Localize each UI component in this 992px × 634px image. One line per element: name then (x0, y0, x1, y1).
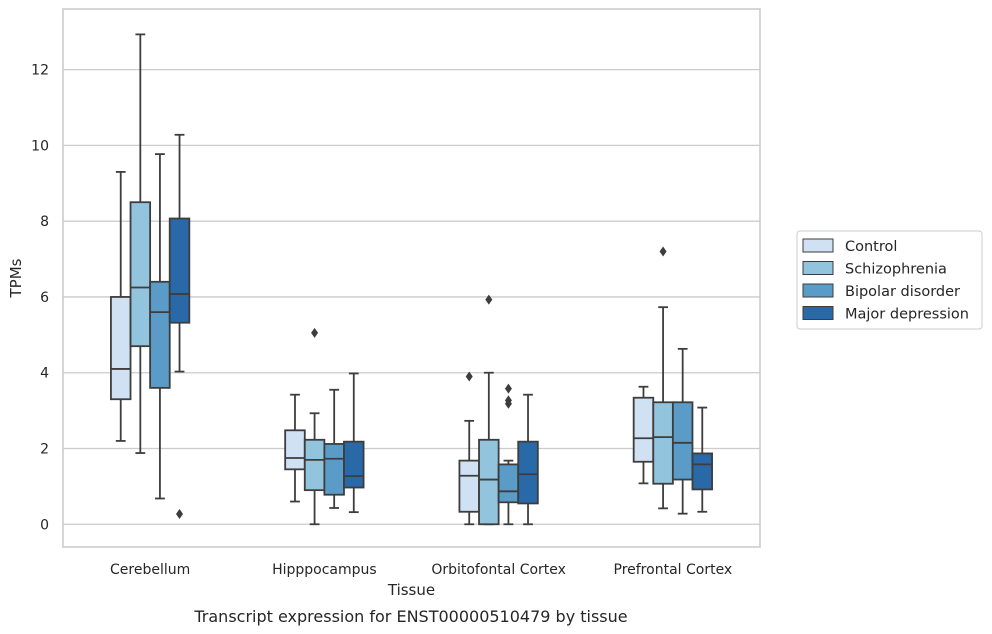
box-major-depression (691, 406, 713, 513)
box-bipolar-disorder (323, 388, 345, 509)
box-control (632, 385, 655, 485)
plot-frame (62, 8, 761, 548)
box-schizophrenia (129, 33, 152, 454)
y-tick-label: 0 (40, 517, 49, 533)
chart-caption: Transcript expression for ENST0000051047… (193, 607, 627, 626)
y-tick-label: 2 (40, 441, 49, 457)
box-iqr (284, 429, 306, 471)
y-tick-label: 6 (40, 290, 49, 306)
box-control (110, 171, 132, 442)
box-control (458, 371, 480, 526)
box-iqr (110, 296, 132, 401)
legend: Control Schizophrenia Bipolar disorder Majo… (796, 230, 983, 330)
y-tick-label: 4 (40, 366, 49, 382)
box-schizophrenia (652, 246, 674, 510)
box-bipolar-disorder (671, 347, 694, 515)
box-iqr (497, 463, 520, 504)
box-schizophrenia (478, 294, 500, 526)
outlier-point (485, 294, 493, 305)
box-iqr (671, 401, 694, 481)
legend-swatch (802, 238, 834, 253)
x-tick-label: Cerebellum (110, 562, 190, 578)
x-tick-label: Prefrontal Cortex (614, 562, 733, 578)
box-iqr (632, 396, 655, 463)
x-axis-label: Tissue (387, 581, 435, 599)
box-iqr (652, 401, 674, 485)
box-iqr (458, 459, 480, 513)
outlier-point (659, 246, 667, 257)
box-iqr (517, 440, 539, 505)
y-tick-label: 12 (31, 63, 49, 79)
x-tick-label: Hipppocampus (272, 562, 377, 578)
x-tick-label: Orbitofontal Cortex (431, 562, 566, 578)
box-iqr (149, 280, 171, 389)
legend-label: Control (845, 239, 897, 255)
legend-frame (796, 230, 983, 330)
box-major-depression (168, 133, 191, 520)
outlier-point (311, 327, 319, 338)
box-major-depression (343, 372, 365, 514)
box-iqr (129, 201, 152, 348)
box-iqr (691, 452, 713, 491)
legend-swatch (802, 283, 834, 298)
legend-label: Schizophrenia (845, 262, 947, 278)
outlier-point (504, 398, 512, 409)
box-iqr (343, 440, 365, 489)
y-tick-label: 10 (31, 138, 49, 154)
box-bipolar-disorder (149, 153, 171, 500)
legend-swatch (802, 261, 834, 275)
x-tick-labels: Cerebellum Hipppocampus Orbitofontal Corte… (110, 562, 732, 578)
box-iqr (478, 438, 500, 526)
legend-label: Bipolar disorder (845, 284, 960, 300)
box-schizophrenia (303, 327, 326, 526)
box-major-depression (517, 393, 539, 526)
boxes-group (110, 33, 713, 526)
box-bipolar-disorder (497, 383, 520, 526)
legend-label: Major depression (845, 307, 969, 323)
y-tick-labels: 0 2 4 6 8 10 12 (31, 63, 49, 534)
outlier-point (176, 509, 184, 520)
box-iqr (303, 438, 326, 492)
outlier-point (504, 383, 512, 394)
y-axis-label: TPMs (7, 258, 25, 298)
legend-swatch (802, 306, 834, 320)
outlier-point (465, 371, 473, 382)
y-tick-label: 8 (40, 214, 49, 230)
box-control (284, 393, 306, 503)
box-iqr (323, 443, 345, 496)
box-iqr (168, 217, 191, 324)
